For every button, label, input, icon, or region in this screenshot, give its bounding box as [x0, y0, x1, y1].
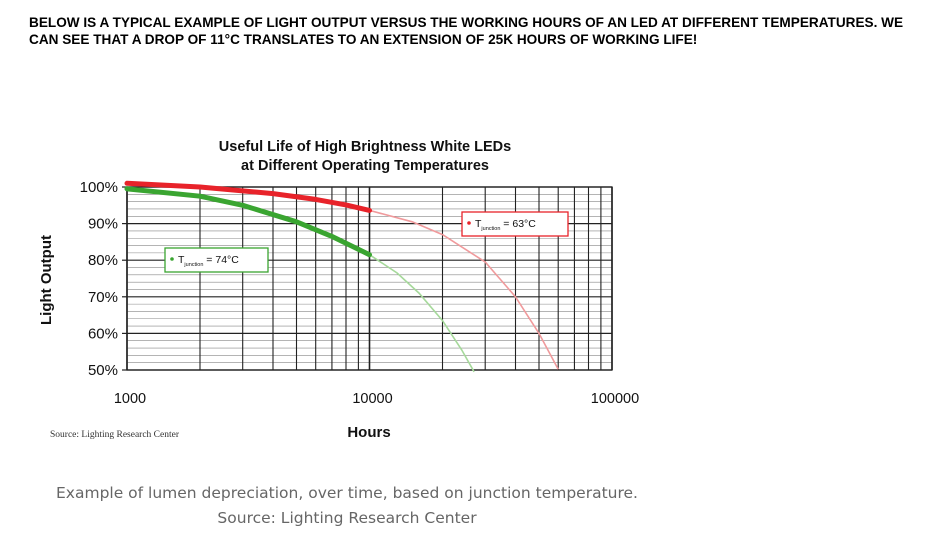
y-tick-label: 100% [80, 179, 118, 196]
y-tick-label: 60% [88, 325, 118, 342]
plot-area: 100% 90% 80% 70% 60% 50% 1000 10000 100000 Tjunct… [80, 179, 640, 407]
series-1-measured-line [124, 186, 372, 258]
series-label-text: Tjunction = 74°C [178, 254, 239, 268]
y-tick-label: 50% [88, 362, 118, 379]
y-tick-label: 80% [88, 252, 118, 269]
series-0-measured-line [124, 180, 372, 213]
series-1-label: Tjunction = 74°C [164, 247, 269, 273]
figure-caption-source: Source: Lighting Research Center [217, 509, 477, 527]
chart-source-note: Source: Lighting Research Center [50, 430, 180, 440]
series-label-box [461, 211, 569, 237]
x-tick-label: 1000 [114, 391, 146, 407]
x-tick-label: 100000 [591, 391, 639, 407]
page-heading: BELOW IS A TYPICAL EXAMPLE OF LIGHT OUTP… [29, 15, 904, 47]
series-0-extrapolated-line [369, 209, 559, 370]
series-1-extrapolated-line [369, 254, 475, 373]
y-tick-label: 90% [88, 216, 118, 233]
series-label-bullet [467, 221, 471, 225]
y-axis-label: Light Output [38, 235, 55, 325]
figure-caption: Example of lumen depreciation, over time… [56, 484, 638, 502]
y-tick-label: 70% [88, 289, 118, 306]
series-label-box [164, 247, 269, 273]
chart-title-line1: Useful Life of High Brightness White LED… [219, 139, 511, 155]
x-tick-label: 10000 [352, 391, 392, 407]
series-label-bullet [170, 257, 174, 261]
x-axis-label: Hours [347, 424, 390, 441]
series-0-label: Tjunction = 63°C [461, 211, 569, 237]
series-label-text: Tjunction = 63°C [475, 218, 536, 232]
chart-title-line2: at Different Operating Temperatures [241, 158, 489, 174]
